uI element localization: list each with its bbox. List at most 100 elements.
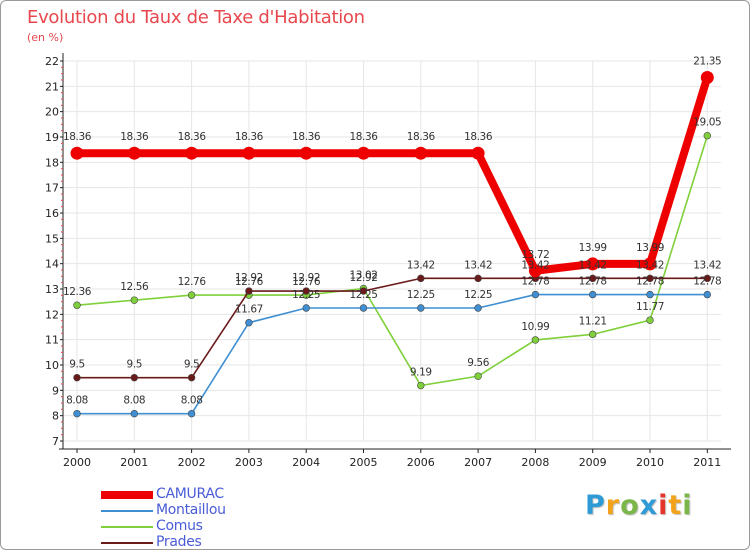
data-point-prades: [187, 373, 196, 382]
x-tick-label: 2001: [120, 456, 148, 469]
x-tick-label: 2010: [636, 456, 664, 469]
data-label-camurac: 18.36: [464, 131, 493, 143]
x-tick-label: 2004: [292, 456, 320, 469]
data-point-camurac: [299, 146, 313, 160]
data-label-prades: 9.5: [127, 359, 143, 371]
legend-item-comus: Comus: [101, 518, 301, 535]
data-label-camurac: 13.72: [521, 249, 549, 261]
data-point-camurac: [414, 146, 428, 160]
y-tick-label: 16: [45, 207, 59, 220]
legend-item-camurac: CAMURAC: [101, 486, 301, 503]
y-tick-label: 11: [45, 334, 59, 347]
data-point-comus: [531, 336, 540, 344]
y-tick-label: 8: [52, 410, 59, 423]
x-tick-label: 2008: [521, 456, 549, 469]
y-tick-label: 17: [45, 182, 59, 195]
series-line-prades: [76, 277, 709, 379]
data-point-camurac: [357, 146, 370, 160]
data-point-montaillou: [73, 409, 81, 418]
data-point-montaillou: [302, 304, 310, 312]
data-point-montaillou: [417, 304, 425, 312]
data-point-montaillou: [130, 409, 139, 418]
data-label-montaillou: 11.67: [235, 304, 263, 316]
y-tick-label: 7: [52, 435, 59, 448]
data-point-prades: [646, 274, 654, 283]
data-label-prades: 9.5: [69, 359, 85, 371]
data-point-montaillou: [245, 318, 253, 327]
data-label-comus: 11.21: [579, 315, 607, 327]
data-label-prades: 13.42: [693, 259, 721, 271]
data-label-montaillou: 12.78: [636, 276, 664, 288]
data-point-camurac: [586, 257, 600, 271]
data-point-prades: [73, 373, 81, 382]
legend-label-prades: Prades: [156, 534, 202, 550]
data-point-montaillou: [703, 290, 711, 299]
chart-subtitle: (en %): [27, 31, 64, 44]
data-point-camurac: [471, 146, 485, 160]
y-tick-label: 13: [45, 283, 59, 296]
data-label-camurac: 18.36: [178, 131, 207, 143]
legend-label-montaillou: Montaillou: [156, 502, 226, 518]
data-label-montaillou: 12.78: [521, 276, 549, 288]
data-label-prades: 12.92: [349, 272, 377, 284]
data-point-montaillou: [531, 290, 540, 299]
y-tick-label: 19: [45, 131, 59, 144]
data-point-prades: [474, 274, 482, 283]
data-point-montaillou: [187, 409, 196, 418]
data-label-montaillou: 12.25: [292, 289, 320, 301]
data-label-montaillou: 12.25: [349, 289, 377, 301]
data-label-montaillou: 8.08: [181, 395, 203, 407]
legend-label-camurac: CAMURAC: [156, 486, 224, 502]
data-point-prades: [130, 373, 139, 382]
data-label-montaillou: 8.08: [123, 395, 145, 407]
data-point-comus: [417, 381, 425, 390]
logo-letter: r: [605, 490, 621, 521]
data-point-comus: [187, 291, 196, 299]
data-label-comus: 10.99: [521, 321, 549, 333]
data-label-comus: 12.76: [292, 276, 321, 288]
data-point-camurac: [643, 257, 657, 271]
legend-swatch-comus: [101, 526, 153, 528]
data-point-prades: [703, 274, 711, 283]
data-label-montaillou: 8.08: [66, 395, 88, 407]
data-label-comus: 13.02: [349, 269, 377, 281]
data-label-camurac: 13.99: [579, 242, 607, 254]
y-tick-label: 9: [52, 384, 59, 397]
data-label-prades: 13.42: [636, 259, 664, 271]
data-point-comus: [588, 330, 597, 339]
data-label-comus: 12.76: [178, 276, 207, 288]
data-point-camurac: [70, 146, 84, 160]
x-tick-label: 2002: [178, 456, 206, 469]
legend-item-montaillou: Montaillou: [101, 502, 301, 519]
data-label-comus: 12.76: [235, 276, 264, 288]
x-tick-label: 2011: [693, 456, 721, 469]
x-tick-label: 2007: [464, 456, 492, 469]
data-label-montaillou: 12.78: [693, 276, 721, 288]
data-label-montaillou: 12.25: [407, 289, 435, 301]
data-label-prades: 13.42: [521, 259, 549, 271]
data-point-prades: [245, 287, 253, 295]
data-label-montaillou: 12.25: [464, 289, 492, 301]
legend: CAMURAC Montaillou Comus Prades: [101, 486, 301, 550]
data-point-prades: [417, 274, 425, 283]
logo-letter: i: [682, 490, 693, 521]
legend-swatch-montaillou: [101, 510, 153, 512]
x-tick-label: 2009: [579, 456, 607, 469]
data-label-prades: 13.42: [579, 259, 607, 271]
x-tick-label: 2005: [350, 456, 378, 469]
y-tick-label: 20: [45, 106, 59, 119]
x-tick-label: 2003: [235, 456, 263, 469]
x-tick-label: 2000: [63, 456, 91, 469]
data-point-prades: [588, 274, 597, 283]
data-label-prades: 12.92: [292, 272, 320, 284]
data-point-comus: [474, 372, 482, 380]
series-line-montaillou: [76, 293, 709, 415]
logo-letter: i: [658, 490, 669, 521]
y-tick-label: 15: [45, 232, 59, 245]
data-point-montaillou: [359, 304, 368, 312]
data-label-camurac: 21.35: [693, 55, 721, 67]
data-label-prades: 13.42: [407, 259, 435, 271]
data-point-camurac: [185, 146, 199, 160]
data-label-camurac: 18.36: [235, 131, 264, 143]
